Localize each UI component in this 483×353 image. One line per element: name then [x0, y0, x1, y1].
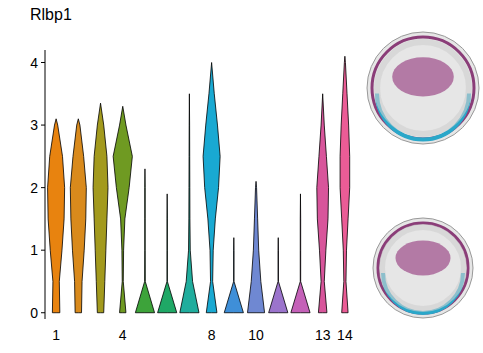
x-tick-label: 14 [337, 327, 353, 343]
x-tick-label: 10 [248, 327, 264, 343]
y-tick-label: 0 [30, 305, 38, 321]
violin [70, 119, 86, 313]
x-tick-label: 8 [208, 327, 216, 343]
violin [224, 238, 243, 313]
violin [203, 63, 220, 313]
y-tick [41, 312, 45, 313]
violin [248, 181, 265, 312]
plot-area [48, 56, 350, 312]
y-tick-label: 3 [30, 117, 38, 133]
y-tick [41, 125, 45, 126]
y-tick-label: 1 [30, 242, 38, 258]
y-tick [41, 250, 45, 251]
violin [135, 169, 154, 313]
violin [180, 94, 199, 313]
violin [317, 94, 329, 313]
chart: Rlbp101234148101314 [0, 0, 483, 353]
y-axis [45, 50, 46, 319]
x-tick-label: 13 [315, 327, 331, 343]
y-tick-label: 2 [30, 180, 38, 196]
y-tick [41, 187, 45, 188]
violin [340, 56, 350, 312]
violin [269, 238, 288, 313]
violin [291, 194, 310, 313]
violin [93, 103, 108, 313]
x-tick-label: 4 [119, 327, 127, 343]
x-tick-label: 1 [52, 327, 60, 343]
tissue-image [367, 32, 479, 144]
title: Rlbp1 [30, 6, 72, 23]
violin [113, 106, 132, 312]
tissue-image [373, 218, 473, 318]
y-tick-label: 4 [30, 55, 38, 71]
violin [158, 194, 177, 313]
violin [48, 119, 65, 313]
y-tick [41, 62, 45, 63]
